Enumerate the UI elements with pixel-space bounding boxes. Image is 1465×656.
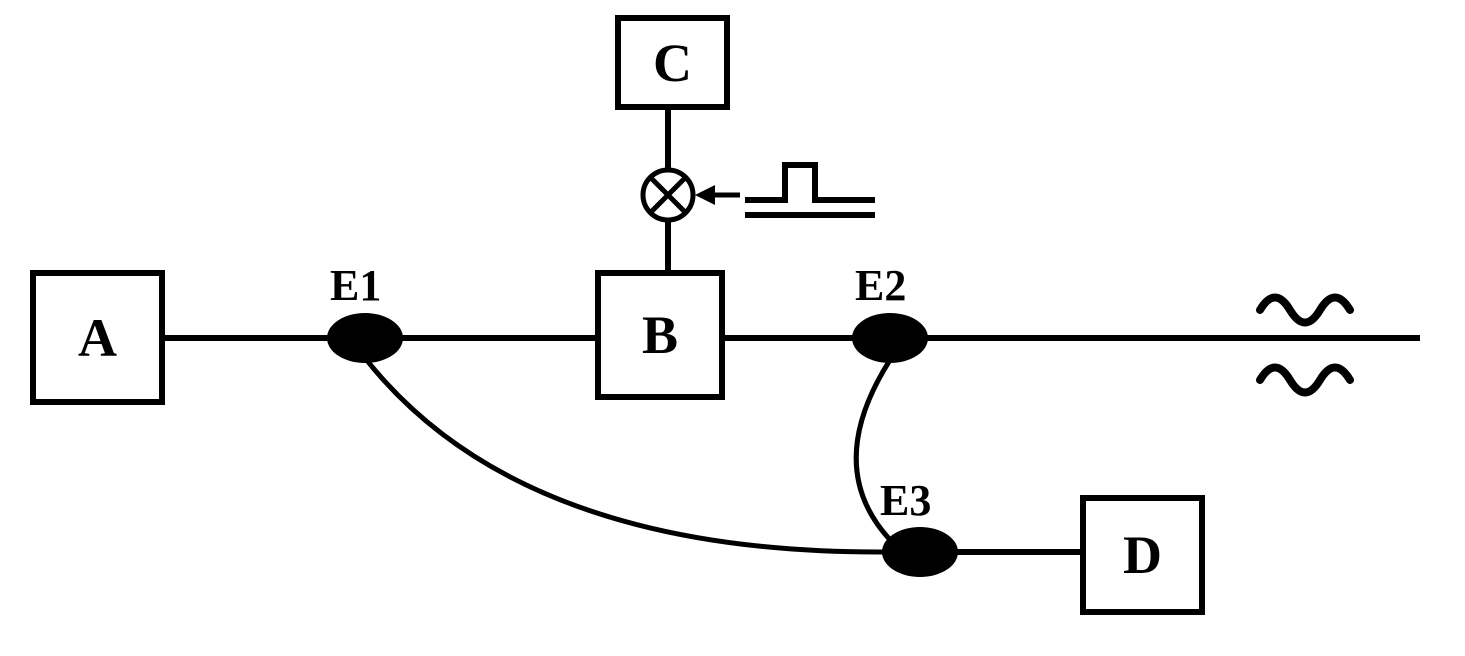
node-e1 xyxy=(327,313,403,363)
wave-top-icon xyxy=(1260,298,1350,323)
node-b: B xyxy=(595,270,725,400)
pulse-arrow-head xyxy=(695,185,715,205)
node-a: A xyxy=(30,270,165,405)
node-d-label: D xyxy=(1123,524,1162,586)
node-d: D xyxy=(1080,495,1205,615)
node-a-label: A xyxy=(78,307,117,369)
label-e1: E1 xyxy=(330,260,381,311)
diagram-svg xyxy=(0,0,1465,656)
node-c: C xyxy=(615,15,730,110)
node-c-label: C xyxy=(653,32,692,94)
node-e3 xyxy=(882,527,958,577)
label-e2: E2 xyxy=(855,260,906,311)
block-diagram: A B C D E1 E2 E3 xyxy=(0,0,1465,656)
node-b-label: B xyxy=(642,304,678,366)
wave-bottom-icon xyxy=(1260,368,1350,393)
node-e2 xyxy=(852,313,928,363)
label-e3: E3 xyxy=(880,475,931,526)
pulse-symbol-icon xyxy=(745,165,875,200)
